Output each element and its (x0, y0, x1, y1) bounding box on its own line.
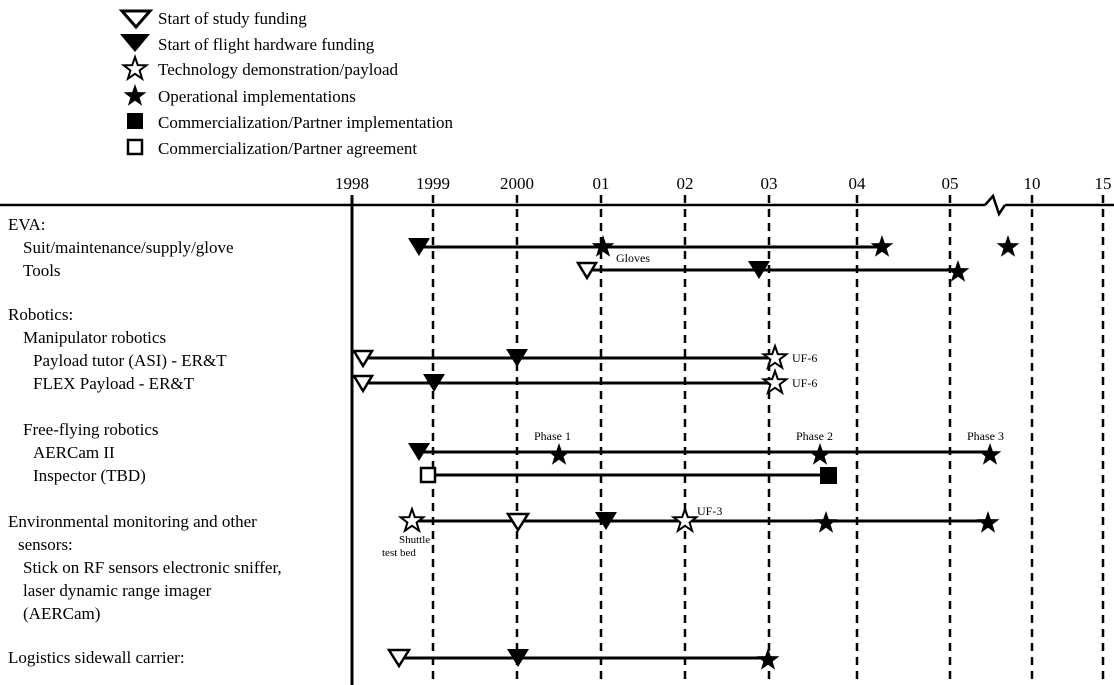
open-star-marker (399, 508, 425, 532)
year-label: 1998 (335, 174, 369, 193)
filled-star-marker (547, 443, 571, 465)
open-square-icon (126, 138, 144, 156)
row-label: AERCam II (33, 443, 115, 462)
row-label: (AERCam) (23, 604, 100, 623)
annotation-phase2: Phase 2 (796, 429, 833, 443)
annotation-gloves: Gloves (616, 251, 650, 265)
row-label: Free-flying robotics (23, 420, 159, 439)
section-label-eva: EVA: (8, 215, 45, 234)
open-square-marker (419, 466, 437, 484)
row-label: Inspector (TBD) (33, 466, 146, 485)
legend-item-study-funding: Start of study funding (118, 9, 307, 30)
annotation-phase3: Phase 3 (967, 429, 1004, 443)
year-label: 1999 (416, 174, 450, 193)
section-label-robotics: Robotics: (8, 305, 73, 324)
filled-star-marker (946, 260, 970, 282)
row-label: Payload tutor (ASI) - ER&T (33, 351, 227, 370)
filled-star-marker (808, 443, 832, 465)
filled-star-marker (814, 511, 838, 533)
year-gridlines (431, 195, 1105, 685)
filled-star-marker (870, 235, 894, 257)
annotation-test-bed: test bed (382, 547, 416, 559)
row-labels: EVA: Suit/maintenance/supply/glove Tools… (8, 215, 282, 667)
open-triangle-marker (351, 349, 375, 369)
filled-square-marker (820, 467, 837, 484)
filled-triangle-marker (408, 443, 430, 461)
year-label: 15 (1095, 174, 1112, 193)
open-star-marker (762, 370, 788, 394)
annotation-phase1: Phase 1 (534, 429, 571, 443)
top-axis (0, 193, 1114, 217)
legend-label: Operational implementations (158, 87, 356, 106)
legend-item-operational: Operational implementations (123, 84, 356, 106)
open-triangle-icon (118, 9, 154, 30)
annotation-uf3: UF-3 (697, 504, 722, 518)
filled-star-icon (123, 84, 147, 106)
row-label: Tools (23, 261, 61, 280)
filled-triangle-marker (408, 238, 430, 256)
open-triangle-marker (351, 374, 375, 394)
filled-triangle-marker (595, 512, 617, 530)
year-label: 05 (942, 174, 959, 193)
filled-triangle-marker (507, 649, 529, 667)
year-label: 10 (1024, 174, 1041, 193)
legend-label: Commercialization/Partner implementation (158, 113, 454, 132)
open-triangle-marker (575, 261, 599, 281)
filled-triangle-icon (120, 34, 150, 52)
year-label: 04 (849, 174, 867, 193)
legend: Start of study funding Start of flight h… (118, 9, 454, 158)
filled-star-marker (976, 511, 1000, 533)
filled-star-marker (996, 235, 1020, 257)
legend-item-commercial-implementation: Commercialization/Partner implementation (127, 113, 454, 132)
legend-label: Commercialization/Partner agreement (158, 139, 417, 158)
filled-triangle-marker (748, 261, 770, 279)
filled-star-marker (591, 235, 615, 257)
annotation-shuttle: Shuttle (399, 534, 430, 546)
row-label: sensors: (18, 535, 73, 554)
row-label: FLEX Payload - ER&T (33, 374, 195, 393)
row-label: Manipulator robotics (23, 328, 166, 347)
year-label: 2000 (500, 174, 534, 193)
legend-label: Start of study funding (158, 9, 307, 28)
legend-item-commercial-agreement: Commercialization/Partner agreement (126, 138, 417, 158)
section-label-environmental: Environmental monitoring and other (8, 512, 257, 531)
open-star-marker (672, 508, 698, 532)
filled-star-marker (756, 648, 780, 670)
legend-item-hardware-funding: Start of flight hardware funding (120, 34, 375, 54)
annotation-uf6: UF-6 (792, 351, 817, 365)
open-triangle-marker (505, 512, 531, 533)
markers (351, 235, 1020, 670)
open-star-marker (762, 345, 788, 369)
legend-label: Start of flight hardware funding (158, 35, 375, 54)
filled-triangle-marker (506, 349, 528, 367)
year-label: 02 (677, 174, 694, 193)
row-label: Stick on RF sensors electronic sniffer, (23, 558, 282, 577)
row-label: Suit/maintenance/supply/glove (23, 238, 234, 257)
year-axis-labels: 1998 1999 2000 01 02 03 04 05 10 15 (335, 174, 1112, 193)
annotation-uf6: UF-6 (792, 376, 817, 390)
row-label: laser dynamic range imager (23, 581, 212, 600)
open-star-icon (122, 56, 148, 80)
filled-square-icon (127, 113, 143, 129)
filled-star-marker (978, 443, 1002, 465)
timeline-bars (363, 245, 990, 660)
open-triangle-marker (386, 648, 412, 669)
filled-triangle-marker (423, 374, 445, 392)
year-label: 03 (761, 174, 778, 193)
section-label-logistics: Logistics sidewall carrier: (8, 648, 185, 667)
legend-item-tech-demo: Technology demonstration/payload (122, 56, 399, 80)
legend-label: Technology demonstration/payload (158, 60, 399, 79)
year-label: 01 (593, 174, 610, 193)
annotations: Gloves UF-6 UF-6 Phase 1 Phase 2 Phase 3… (382, 251, 1004, 559)
